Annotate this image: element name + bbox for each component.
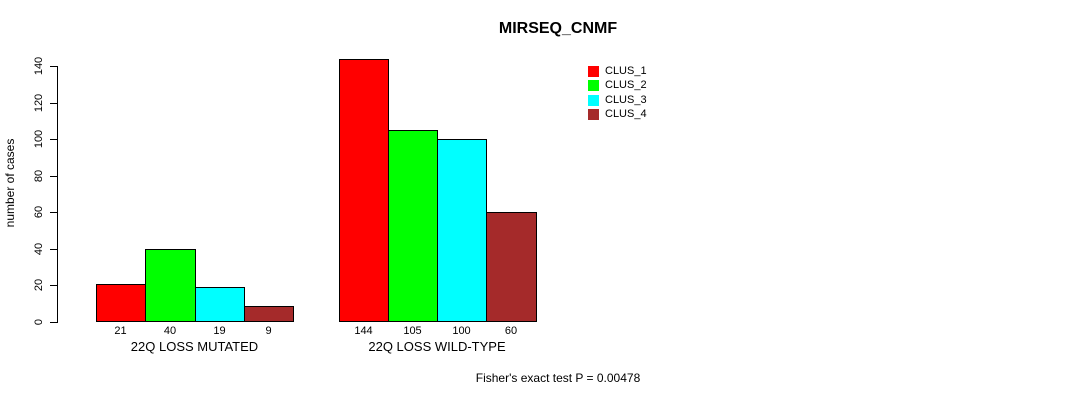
y-tick-label: 120 [33, 93, 45, 113]
y-tick-label: 80 [33, 169, 45, 183]
legend-item: CLUS_2 [588, 79, 647, 92]
bar-clus_2-group1 [145, 249, 196, 322]
bar-value-label: 9 [265, 325, 272, 337]
category-label: 22Q LOSS WILD-TYPE [368, 339, 506, 354]
y-tick [50, 176, 57, 177]
bar-value-label: 100 [452, 325, 471, 337]
y-tick [50, 322, 57, 323]
bar-value-label: 21 [114, 325, 127, 337]
bar-value-label: 105 [403, 325, 422, 337]
bar-value-label: 60 [504, 325, 518, 337]
y-tick-label: 60 [33, 205, 45, 219]
legend-label: CLUS_1 [605, 65, 647, 77]
y-tick-label: 100 [33, 129, 45, 149]
y-axis-label: number of cases [3, 138, 17, 228]
category-label: 22Q LOSS MUTATED [130, 339, 259, 354]
y-tick [50, 249, 57, 250]
chart-title: MIRSEQ_CNMF [498, 20, 618, 37]
legend-item: CLUS_1 [588, 65, 647, 78]
legend-swatch-clus_2 [588, 80, 599, 91]
y-axis-line [57, 66, 58, 323]
legend-label: CLUS_4 [605, 108, 647, 120]
legend-swatch-clus_1 [588, 66, 599, 77]
bar-clus_1-group1 [96, 284, 146, 322]
legend-item: CLUS_4 [588, 108, 647, 121]
legend-swatch-clus_3 [588, 95, 599, 106]
legend-item: CLUS_3 [588, 94, 647, 107]
bar-clus_4-group2 [486, 212, 537, 322]
bar-value-label: 144 [354, 325, 373, 337]
bar-value-label: 40 [163, 325, 177, 337]
bar-clus_1-group2 [339, 59, 389, 322]
y-tick-label: 140 [33, 56, 45, 76]
y-tick [50, 285, 57, 286]
y-tick-label: 40 [33, 242, 45, 256]
y-tick [50, 212, 57, 213]
legend-label: CLUS_3 [605, 94, 647, 106]
legend-swatch-clus_4 [588, 109, 599, 120]
bar-value-label: 19 [213, 325, 226, 337]
bar-clus_4-group1 [244, 306, 294, 322]
y-tick [50, 139, 57, 140]
bar-clus_2-group2 [388, 130, 438, 322]
bar-clus_3-group1 [195, 287, 245, 322]
fisher-test-annotation: Fisher's exact test P = 0.00478 [475, 371, 641, 385]
legend-label: CLUS_2 [605, 79, 647, 91]
y-tick-label: 20 [33, 278, 45, 292]
y-tick [50, 103, 57, 104]
bar-clus_3-group2 [437, 139, 487, 322]
y-tick [50, 66, 57, 67]
y-tick-label: 0 [33, 318, 45, 326]
